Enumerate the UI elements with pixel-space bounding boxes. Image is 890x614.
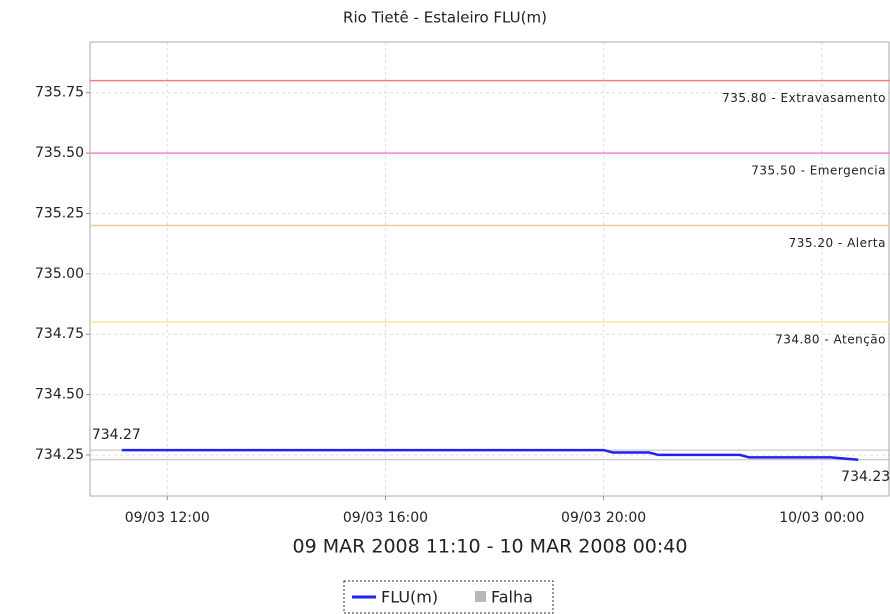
threshold-label: 735.50 - Emergencia xyxy=(751,164,886,178)
data-line xyxy=(121,448,859,462)
chart-title: Rio Tietê - Estaleiro FLU(m) xyxy=(343,9,547,27)
x-tick-label: 09/03 16:00 xyxy=(343,510,428,526)
legend-label: FLU(m) xyxy=(381,588,438,607)
legend-label: Falha xyxy=(491,588,533,607)
threshold-label: 735.80 - Extravasamento xyxy=(722,91,886,105)
y-tick-label: 735.50 xyxy=(35,145,84,161)
y-tick-label: 734.75 xyxy=(35,326,84,342)
y-tick-label: 734.50 xyxy=(35,387,84,403)
threshold-label: 734.80 - Atenção xyxy=(775,333,886,347)
threshold-label: 735.20 - Alerta xyxy=(789,236,886,250)
legend-box xyxy=(343,580,554,614)
y-tick-label: 734.25 xyxy=(35,447,84,463)
x-tick-label: 09/03 12:00 xyxy=(125,510,210,526)
plot-border xyxy=(89,41,890,497)
y-tick-label: 735.75 xyxy=(35,85,84,101)
x-tick-label: 10/03 00:00 xyxy=(779,510,864,526)
y-tick-label: 735.25 xyxy=(35,205,84,221)
legend-swatch xyxy=(475,591,486,602)
y-tick-label: 735.00 xyxy=(35,266,84,282)
x-tick-label: 09/03 20:00 xyxy=(561,510,646,526)
point-label: 734.23 xyxy=(841,469,890,485)
point-label: 734.27 xyxy=(92,427,141,443)
x-axis-label: 09 MAR 2008 11:10 - 10 MAR 2008 00:40 xyxy=(293,536,688,558)
